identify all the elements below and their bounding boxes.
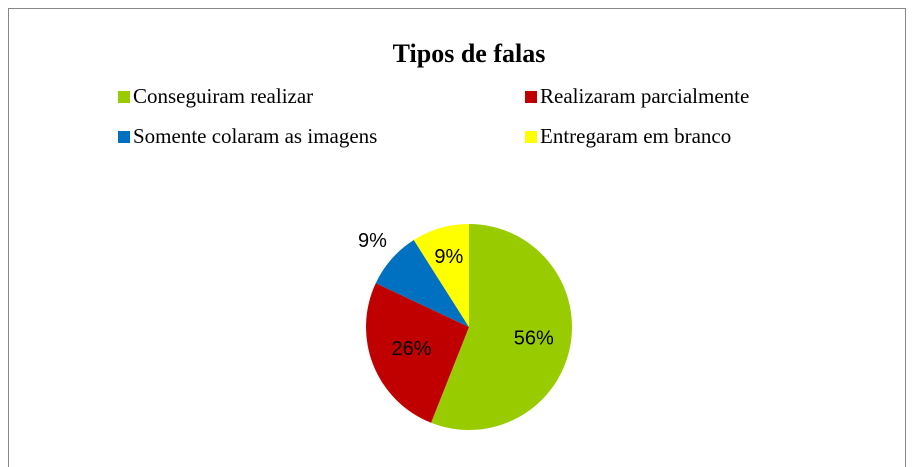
legend-label: Somente colaram as imagens bbox=[133, 124, 377, 148]
data-label: 26% bbox=[392, 338, 432, 360]
pie-slice bbox=[413, 224, 469, 327]
data-label: 56% bbox=[514, 328, 554, 350]
pie-slice bbox=[375, 240, 469, 327]
legend-swatch bbox=[525, 131, 537, 143]
legend-swatch bbox=[118, 91, 130, 103]
legend-swatch bbox=[118, 131, 130, 143]
legend-label: Realizaram parcialmente bbox=[540, 84, 749, 108]
data-label: 9% bbox=[434, 246, 463, 268]
legend-swatch bbox=[525, 91, 537, 103]
legend-label: Conseguiram realizar bbox=[133, 84, 313, 108]
pie-slice bbox=[366, 283, 469, 423]
legend-label: Entregaram em branco bbox=[540, 124, 731, 148]
pie-slice bbox=[431, 224, 573, 430]
data-label: 9% bbox=[358, 230, 387, 252]
chart-title: Tipos de falas bbox=[393, 39, 546, 68]
